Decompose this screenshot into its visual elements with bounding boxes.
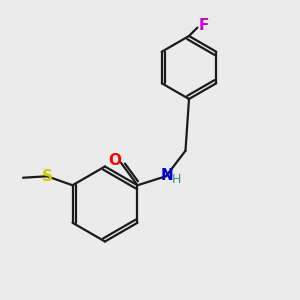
Text: N: N — [160, 167, 173, 182]
Text: O: O — [108, 153, 121, 168]
Text: F: F — [198, 18, 208, 33]
Text: H: H — [172, 173, 181, 186]
Text: S: S — [41, 169, 52, 184]
